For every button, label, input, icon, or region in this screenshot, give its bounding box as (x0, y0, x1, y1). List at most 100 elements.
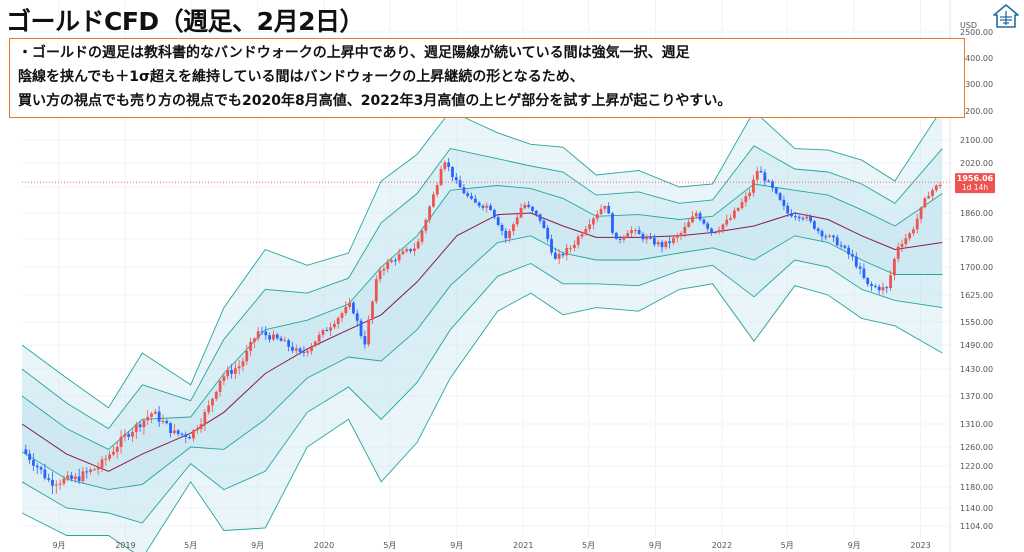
candle-body (748, 193, 751, 196)
candle-body (447, 162, 450, 166)
candle-body (558, 254, 561, 259)
price-tick-label: 2100.00 (960, 136, 993, 145)
candle-body (687, 222, 690, 227)
candle-body (523, 205, 526, 208)
note-line-2: 陰線を挟んでも＋1σ超えを維持している間はバンドウォークの上昇継続の形となるため… (18, 65, 956, 89)
candle-body (466, 193, 469, 196)
candle-body (794, 216, 797, 217)
candle-body (463, 187, 466, 193)
candle-body (112, 452, 115, 455)
candle-body (832, 236, 835, 238)
candle-body (706, 224, 709, 229)
candle-body (554, 253, 557, 259)
time-axis: 9月 2019 5月 9月 2020 5月 9月 2021 5月 9月 2022 5月 9月 2023 (52, 541, 930, 550)
candle-body (245, 351, 248, 361)
candle-body (908, 233, 911, 238)
candle-body (703, 220, 706, 224)
candle-body (600, 209, 603, 214)
candle-body (489, 206, 492, 210)
candle-body (443, 162, 446, 168)
candle-body (733, 211, 736, 218)
candle-body (356, 313, 359, 320)
candle-body (436, 185, 439, 194)
candle-body (184, 434, 187, 437)
candle-body (306, 351, 309, 353)
candle-body (699, 213, 702, 219)
candle-body (497, 217, 500, 225)
price-label: 1956.06 1d 14h (955, 173, 995, 193)
candle-body (428, 207, 431, 220)
candle-body (478, 203, 481, 206)
candle-body (562, 254, 565, 255)
candle-body (424, 220, 427, 231)
candle-body (139, 424, 142, 427)
candle-body (588, 224, 591, 229)
candle-body (615, 233, 618, 239)
candle-body (74, 477, 77, 480)
price-tick-label: 1370.00 (960, 392, 993, 401)
time-tick-label: 9月 (52, 541, 65, 550)
time-tick-label: 9月 (848, 541, 861, 550)
candle-body (188, 437, 191, 438)
candle-body (70, 475, 73, 479)
candle-body (634, 230, 637, 231)
candle-body (432, 194, 435, 206)
candle-body (283, 340, 286, 341)
time-tick-label: 2021 (513, 541, 533, 550)
candle-body (607, 206, 610, 213)
candle-body (817, 229, 820, 231)
candle-body (482, 206, 485, 208)
candle-body (398, 254, 401, 260)
candle-body (215, 392, 218, 399)
candle-body (291, 347, 294, 351)
candle-body (596, 214, 599, 218)
candle-body (676, 236, 679, 238)
candle-body (348, 303, 351, 307)
candle-body (744, 196, 747, 202)
candle-body (211, 399, 214, 406)
candle-body (786, 206, 789, 213)
candle-body (101, 459, 104, 467)
house-logo-icon (993, 4, 1019, 28)
candle-body (718, 230, 721, 232)
candle-body (409, 249, 412, 251)
candle-body (923, 198, 926, 207)
candle-body (893, 259, 896, 275)
candle-body (177, 430, 180, 433)
time-tick-label: 5月 (582, 541, 595, 550)
candle-body (592, 219, 595, 225)
candle-body (257, 331, 260, 338)
candle-body (390, 260, 393, 262)
candle-body (619, 239, 622, 240)
candle-body (897, 247, 900, 259)
candle-body (59, 484, 62, 485)
candle-body (611, 213, 614, 232)
candle-body (89, 470, 92, 473)
candle-body (192, 430, 195, 438)
candle-body (367, 320, 370, 345)
candle-body (630, 230, 633, 233)
candle-body (93, 469, 96, 470)
candle-body (901, 244, 904, 247)
candle-body (459, 180, 462, 187)
candle-body (303, 352, 306, 353)
candle-body (680, 233, 683, 236)
price-tick-label: 2020.00 (960, 159, 993, 168)
candle-body (927, 196, 930, 198)
candle-body (584, 229, 587, 234)
candle-body (725, 220, 728, 225)
candle-body (569, 248, 572, 249)
candle-body (866, 278, 869, 284)
price-label-value: 1956.06 (957, 174, 994, 183)
candle-body (836, 237, 839, 245)
candle-body (763, 172, 766, 181)
candle-body (916, 219, 919, 230)
candle-body (253, 338, 256, 342)
candle-body (683, 227, 686, 233)
candle-body (722, 224, 725, 229)
candle-body (104, 459, 107, 460)
time-tick-label: 2023 (910, 541, 930, 550)
candle-body (249, 342, 252, 351)
candle-body (649, 238, 652, 239)
candle-body (55, 485, 58, 486)
